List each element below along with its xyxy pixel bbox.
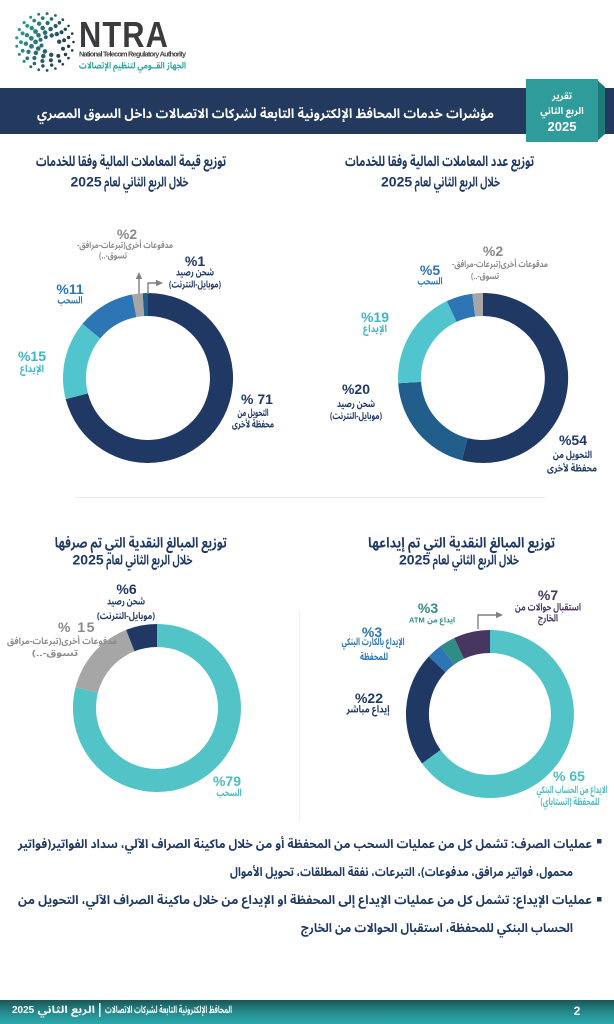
svg-text:%5: %5 <box>420 262 440 278</box>
svg-text:National Telecom Regulatory Au: National Telecom Regulatory Authority <box>79 50 187 59</box>
svg-text:ATM: ATM <box>409 616 425 625</box>
svg-text:%79: %79 <box>213 773 241 789</box>
svg-text:%3: %3 <box>418 600 438 616</box>
svg-text:%20: %20 <box>342 381 370 397</box>
svg-text:%54: %54 <box>559 432 587 448</box>
svg-text:%22: %22 <box>355 690 383 706</box>
svg-text:% 65: % 65 <box>553 768 585 784</box>
svg-text:%11: %11 <box>56 281 83 297</box>
svg-text:%19: %19 <box>361 309 389 325</box>
svg-text:2025: 2025 <box>548 119 577 134</box>
svg-text:2025: 2025 <box>399 552 430 568</box>
svg-text:2025: 2025 <box>71 174 102 190</box>
svg-text:% 71: % 71 <box>241 391 273 407</box>
svg-text:% 15: % 15 <box>58 619 96 635</box>
svg-text:2: 2 <box>574 1004 581 1018</box>
svg-text:2025: 2025 <box>73 552 104 568</box>
svg-text:NTRA: NTRA <box>79 16 169 56</box>
svg-text:%6: %6 <box>116 581 136 597</box>
svg-text:%15: %15 <box>18 348 46 364</box>
svg-text:%3: %3 <box>362 624 382 640</box>
svg-text:2025: 2025 <box>12 1005 35 1016</box>
svg-text:%2: %2 <box>483 243 503 259</box>
svg-text:2025: 2025 <box>381 174 412 190</box>
svg-text:%1: %1 <box>185 253 205 269</box>
svg-text:%2: %2 <box>117 226 137 242</box>
svg-text:%7: %7 <box>538 587 558 603</box>
